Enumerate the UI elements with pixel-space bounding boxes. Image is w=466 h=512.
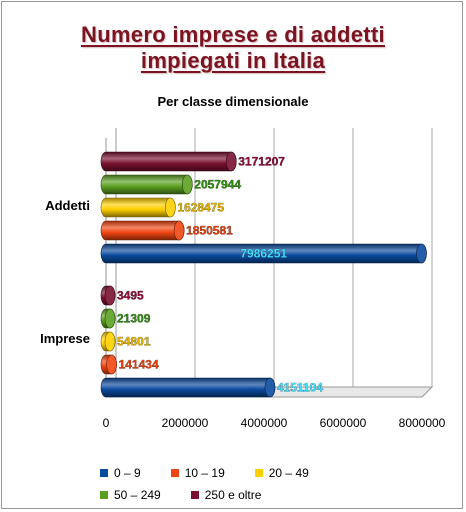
- y-category-label: Addetti: [45, 198, 90, 213]
- legend-swatch: [254, 469, 263, 477]
- y-category-label: Imprese: [40, 331, 90, 346]
- bars: [100, 151, 427, 398]
- legend-item: 50 – 249: [100, 488, 161, 502]
- data-label: 1628475: [177, 201, 224, 215]
- bar-cap: [181, 174, 193, 195]
- data-label: 1850581: [186, 224, 233, 238]
- bar: [100, 331, 116, 352]
- legend-item: 0 – 9: [100, 466, 141, 480]
- chart-title: Numero imprese e di addetti impiegati in…: [0, 22, 466, 74]
- bar-body: [100, 377, 276, 398]
- x-tick-label: 2000000: [162, 416, 209, 430]
- x-tick-label: 4000000: [241, 416, 288, 430]
- legend-swatch: [100, 491, 108, 499]
- legend-swatch: [100, 469, 108, 477]
- legend-item: 250 e oltre: [190, 488, 262, 502]
- legend-label: 250 e oltre: [204, 488, 262, 502]
- data-label: 3495: [117, 289, 144, 303]
- bar-body: [100, 197, 176, 218]
- data-label: 21309: [117, 312, 151, 326]
- x-tick-label: 8000000: [399, 416, 446, 430]
- legend-item: 20 – 49: [254, 466, 309, 480]
- bar-body: [100, 174, 193, 195]
- x-tick-label: 6000000: [320, 416, 367, 430]
- bar-cap: [104, 285, 116, 306]
- data-label: 141434: [119, 358, 159, 372]
- legend-label: 0 – 9: [114, 466, 141, 480]
- bar: [100, 197, 176, 218]
- bar-body: [100, 151, 237, 172]
- x-tick-label: 0: [103, 416, 110, 430]
- legend-item: 10 – 19: [170, 466, 225, 480]
- bar: [100, 377, 276, 398]
- legend-swatch: [170, 469, 179, 477]
- data-labels: 3495 21309 54801 141434 4151104 3171207 205794…: [117, 154, 324, 395]
- bar-cap: [173, 220, 185, 241]
- legend-label: 20 – 49: [268, 466, 309, 480]
- bar-cap: [225, 151, 237, 172]
- bar-body: [100, 220, 185, 241]
- bar: [100, 151, 237, 172]
- bar-cap: [106, 354, 117, 375]
- bar-cap: [104, 308, 116, 329]
- data-label: 2057944: [194, 178, 241, 192]
- bar: [100, 220, 185, 241]
- data-label: 4151104: [277, 381, 323, 395]
- legend-swatch: [190, 491, 199, 499]
- chart-subtitle: Per classe dimensionale: [157, 94, 309, 109]
- legend-row: 50 – 249 250 e oltre: [100, 484, 430, 506]
- bar: [100, 308, 116, 329]
- bar-cap: [264, 377, 276, 398]
- bar-cap: [104, 331, 116, 352]
- bar-cap: [416, 243, 427, 264]
- bar: [100, 174, 193, 195]
- bar: [100, 243, 427, 264]
- bar-cap: [165, 197, 176, 218]
- legend-row: 0 – 9 10 – 19 20 – 49: [100, 462, 430, 484]
- chart-title-line-1: Numero imprese e di addetti: [81, 22, 385, 47]
- legend: 0 – 9 10 – 19 20 – 49 50 – 249 250 e oltre: [100, 462, 430, 506]
- bar: [100, 285, 116, 306]
- bar: [100, 354, 117, 375]
- data-label: 7986251: [240, 247, 287, 261]
- data-label: 3171207: [238, 155, 285, 169]
- data-label: 54801: [117, 335, 151, 349]
- chart-title-line-2: impiegati in Italia: [140, 48, 326, 73]
- legend-label: 50 – 249: [114, 488, 161, 502]
- legend-label: 10 – 19: [184, 466, 225, 480]
